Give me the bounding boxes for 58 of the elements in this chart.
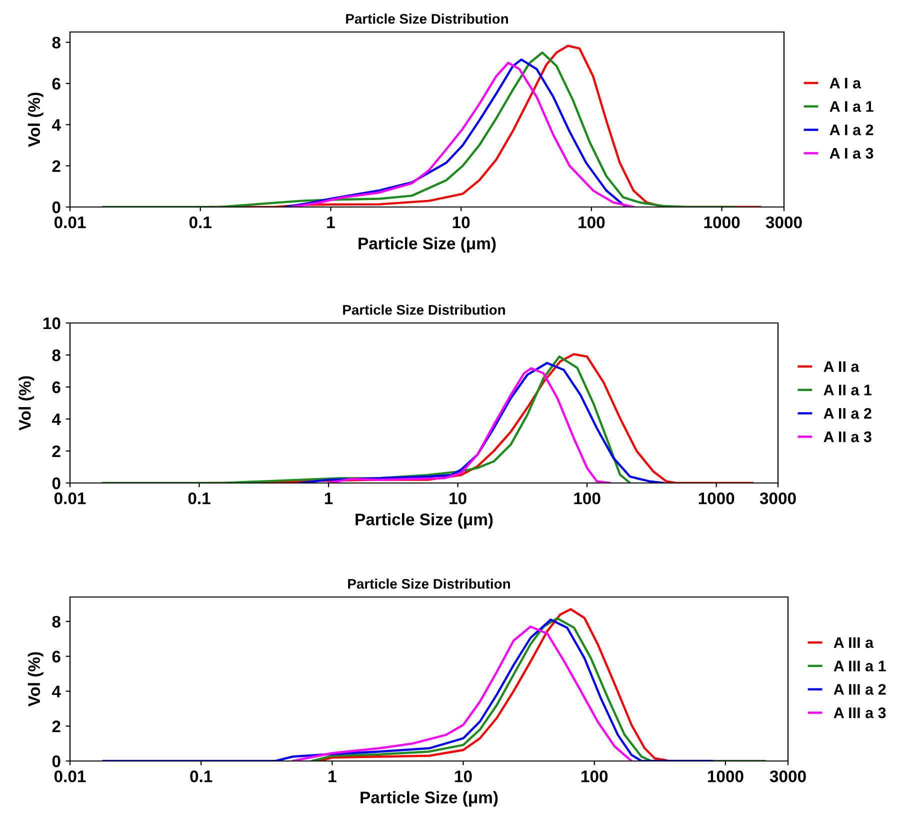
y-axis-title: Vol (%) xyxy=(28,92,44,148)
x-axis-title: Particle Size (μm) xyxy=(356,513,493,529)
legend-label: A I a 2 xyxy=(830,124,874,136)
x-tick-label: 1000 xyxy=(698,492,734,504)
x-tick-label: 0.1 xyxy=(189,216,212,228)
y-tick-label: 4 xyxy=(52,414,61,426)
legend-label: A III a 3 xyxy=(834,707,886,718)
y-tick-label: 6 xyxy=(52,650,60,663)
x-tick-label: 10 xyxy=(455,770,472,782)
x-tick-label: 100 xyxy=(578,216,605,228)
x-tick-label: 100 xyxy=(582,770,608,782)
y-tick-label: 10 xyxy=(43,317,60,330)
y-tick-label: 0 xyxy=(52,477,60,490)
chart-title: Particle Size Distribution xyxy=(346,14,508,24)
legend-label: A I a 3 xyxy=(830,148,874,159)
y-tick-label: 8 xyxy=(52,36,60,48)
y-tick-label: 8 xyxy=(52,616,60,628)
y-tick-label: 2 xyxy=(52,445,60,458)
y-axis-title: Vol (%) xyxy=(28,652,44,707)
x-tick-label: 3000 xyxy=(766,216,802,228)
legend-label: A III a 1 xyxy=(834,660,886,672)
y-axis-title: Vol (%) xyxy=(18,376,34,431)
y-tick-label: 4 xyxy=(52,686,61,698)
y-tick-label: 4 xyxy=(52,119,61,131)
x-tick-label: 0.1 xyxy=(188,492,210,504)
x-axis-title: Particle Size (μm) xyxy=(358,237,496,253)
legend-label: A II a 3 xyxy=(824,431,872,442)
x-tick-label: 10 xyxy=(450,492,466,504)
y-tick-label: 6 xyxy=(52,381,60,394)
y-tick-label: 8 xyxy=(52,349,60,362)
x-tick-label: 0.01 xyxy=(54,492,86,504)
y-tick-label: 2 xyxy=(52,160,60,172)
chart-title: Particle Size Distribution xyxy=(343,304,505,315)
y-tick-label: 2 xyxy=(52,720,60,732)
legend-label: A II a 2 xyxy=(824,408,872,419)
legend-label: A III a xyxy=(834,637,874,648)
x-tick-label: 1 xyxy=(328,770,336,782)
x-tick-label: 3000 xyxy=(760,492,796,504)
y-tick-label: 6 xyxy=(52,78,60,90)
legend-label: A II a 1 xyxy=(824,384,872,396)
x-tick-label: 1 xyxy=(327,216,335,228)
legend-label: A III a 2 xyxy=(834,684,886,695)
x-tick-label: 3000 xyxy=(770,770,806,782)
legend-label: A I a xyxy=(830,78,862,88)
x-tick-label: 1000 xyxy=(704,216,740,228)
x-tick-label: 0.01 xyxy=(54,216,86,228)
x-axis-title: Particle Size (μm) xyxy=(360,791,498,807)
legend-label: A I a 1 xyxy=(830,101,874,112)
x-tick-label: 0.01 xyxy=(54,770,86,782)
x-tick-label: 0.1 xyxy=(190,770,212,782)
y-tick-label: 0 xyxy=(52,755,60,768)
x-tick-label: 100 xyxy=(574,492,600,504)
legend-label: A II a xyxy=(824,361,860,372)
x-tick-label: 1000 xyxy=(708,770,744,782)
x-tick-label: 1 xyxy=(324,492,333,504)
y-tick-label: 0 xyxy=(52,201,60,214)
chart-title: Particle Size Distribution xyxy=(348,578,510,589)
x-tick-label: 10 xyxy=(452,216,470,228)
